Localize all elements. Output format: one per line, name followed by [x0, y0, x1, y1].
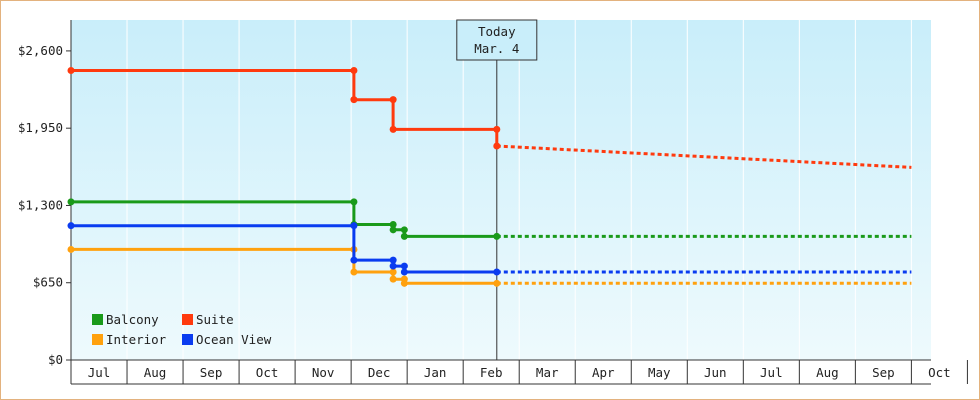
- legend: Balcony Suite Interior Ocean View: [92, 312, 272, 347]
- x-tick-label: Sep: [872, 365, 895, 380]
- x-tick-label: Aug: [816, 365, 839, 380]
- legend-label: Suite: [196, 312, 234, 327]
- x-tick-label: Sep: [200, 365, 223, 380]
- x-tick-label: Jul: [88, 365, 111, 380]
- legend-label: Interior: [106, 332, 167, 347]
- series-point: [493, 232, 501, 240]
- y-tick-label: $2,600: [18, 43, 63, 58]
- series-point: [389, 262, 397, 270]
- series-point: [350, 268, 358, 276]
- series-point: [400, 279, 408, 287]
- x-tick-label: Oct: [928, 365, 951, 380]
- series-point: [350, 198, 358, 206]
- legend-swatch: [182, 334, 193, 345]
- legend-label: Ocean View: [196, 332, 272, 347]
- series-point: [389, 226, 397, 234]
- series-point: [389, 275, 397, 283]
- x-tick-label: Jun: [704, 365, 727, 380]
- series-point: [400, 226, 408, 234]
- y-tick-label: $1,300: [18, 197, 63, 212]
- today-box: [456, 19, 538, 61]
- plot-area: [71, 20, 931, 360]
- x-tick-label: Aug: [144, 365, 167, 380]
- today-date: Mar. 4: [474, 41, 519, 56]
- x-tick-label: Jan: [424, 365, 447, 380]
- y-tick-label: $1,950: [18, 120, 63, 135]
- series-point: [493, 279, 501, 287]
- series-point: [400, 262, 408, 270]
- x-axis: Jul Aug Sep Oct Nov Dec Jan Feb Mar Apr May Jun Jul A…: [88, 360, 968, 384]
- x-tick-label: Dec: [368, 365, 391, 380]
- x-tick-label: Oct: [256, 365, 279, 380]
- series-point: [67, 198, 75, 206]
- y-tick-label: $650: [33, 275, 63, 290]
- x-tick-label: Apr: [592, 365, 615, 380]
- legend-swatch: [92, 314, 103, 325]
- x-tick-label: Jul: [760, 365, 783, 380]
- series-point: [493, 268, 501, 276]
- series-point: [389, 220, 397, 228]
- series-point: [493, 125, 501, 133]
- x-tick-label: Mar: [536, 365, 559, 380]
- legend-label: Balcony: [106, 312, 159, 327]
- series-point: [389, 96, 397, 104]
- y-tick-label: $0: [48, 352, 63, 367]
- series-point: [67, 67, 75, 75]
- series-point: [350, 222, 358, 230]
- series-point: [400, 232, 408, 240]
- series-forecast-line: [496, 144, 912, 169]
- series-point: [389, 268, 397, 276]
- today-marker: Today Mar. 4: [456, 19, 538, 360]
- x-tick-label: Feb: [480, 365, 503, 380]
- x-tick-label: May: [648, 365, 671, 380]
- series-point: [67, 222, 75, 230]
- series-group: [67, 67, 912, 287]
- y-axis: $0 $650 $1,300 $1,950 $2,600: [18, 43, 71, 367]
- series-point: [350, 256, 358, 264]
- series-point: [350, 67, 358, 75]
- legend-swatch: [182, 314, 193, 325]
- x-tick-label: Nov: [312, 365, 335, 380]
- legend-swatch: [92, 334, 103, 345]
- series-point: [67, 245, 75, 253]
- series-point: [400, 268, 408, 276]
- series-point: [350, 96, 358, 104]
- grid-lines: [126, 20, 968, 360]
- today-label: Today: [478, 24, 516, 39]
- series-point: [389, 125, 397, 133]
- series-point: [389, 256, 397, 264]
- series-point: [493, 142, 501, 150]
